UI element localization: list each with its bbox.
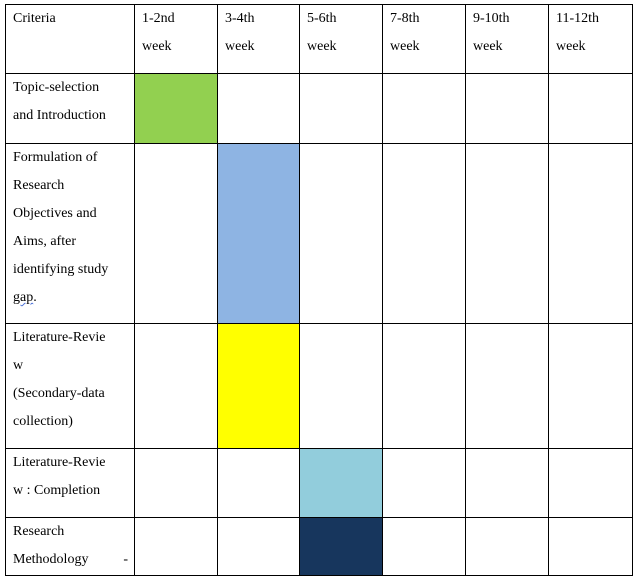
criteria-cell: Literature-Revie w (Secondary-data colle…: [5, 323, 135, 449]
active-week-cell: [217, 323, 300, 449]
criteria-line: identifying study: [13, 262, 109, 277]
week-header-3: 5-6th week: [299, 4, 383, 74]
week-cell: [217, 448, 300, 518]
task-row: Research Methodology -: [5, 517, 633, 576]
spellcheck-word: gap: [13, 290, 34, 305]
week-range: 5-6th: [307, 11, 337, 26]
active-week-cell: [299, 448, 383, 518]
criteria-line: and Introduction: [13, 108, 106, 123]
week-cell: [299, 323, 383, 449]
week-header-4: 7-8th week: [382, 4, 466, 74]
week-cell: [548, 517, 633, 576]
week-cell: [465, 517, 549, 576]
week-cell: [382, 517, 466, 576]
task-row: Literature-Revie w : Completion: [5, 448, 633, 518]
criteria-header-label: Criteria: [13, 11, 56, 26]
criteria-line: Aims, after: [13, 234, 76, 249]
week-cell: [465, 143, 549, 324]
week-cell: [382, 323, 466, 449]
criteria-line: Literature-Revie: [13, 330, 106, 345]
week-cell: [134, 323, 218, 449]
week-header-5: 9-10th week: [465, 4, 549, 74]
week-cell: [548, 143, 633, 324]
criteria-line: Objectives and: [13, 206, 97, 221]
week-header-6: 11-12th week: [548, 4, 633, 74]
week-cell: [382, 143, 466, 324]
task-row: Formulation of Research Objectives and A…: [5, 143, 633, 324]
week-header-2: 3-4th week: [217, 4, 300, 74]
criteria-line: w: [13, 358, 24, 373]
week-cell: [134, 143, 218, 324]
week-cell: [465, 323, 549, 449]
week-range: 9-10th: [473, 11, 510, 26]
criteria-cell: Topic-selection and Introduction: [5, 73, 135, 144]
week-cell: [299, 73, 383, 144]
header-row: Criteria 1-2nd week 3-4th week 5-6th week 7…: [5, 4, 633, 74]
task-row: Topic-selection and Introduction: [5, 73, 633, 144]
active-week-cell: [134, 73, 218, 144]
criteria-line: Methodology -: [13, 552, 128, 567]
week-unit: week: [390, 39, 420, 54]
criteria-line: (Secondary-data: [13, 386, 105, 401]
active-week-cell: [299, 517, 383, 576]
criteria-line: Literature-Revie: [13, 455, 106, 470]
criteria-header: Criteria: [5, 4, 135, 74]
criteria-line: collection): [13, 414, 73, 429]
week-unit: week: [142, 39, 172, 54]
criteria-line: Research: [13, 524, 65, 539]
active-week-cell: [217, 143, 300, 324]
week-cell: [465, 73, 549, 144]
week-cell: [548, 73, 633, 144]
criteria-cell: Literature-Revie w : Completion: [5, 448, 135, 518]
task-row: Literature-Revie w (Secondary-data colle…: [5, 323, 633, 449]
criteria-line: w : Completion: [13, 483, 101, 498]
week-cell: [382, 73, 466, 144]
week-range: 11-12th: [556, 11, 600, 26]
week-header-1: 1-2nd week: [134, 4, 218, 74]
week-unit: week: [473, 39, 503, 54]
criteria-cell: Research Methodology -: [5, 517, 135, 576]
criteria-line: Topic-selection: [13, 80, 100, 95]
criteria-line: Formulation of: [13, 150, 98, 165]
week-cell: [548, 448, 633, 518]
week-range: 1-2nd: [142, 11, 175, 26]
week-range: 3-4th: [225, 11, 255, 26]
week-cell: [299, 143, 383, 324]
criteria-punctuation: .: [33, 290, 37, 305]
week-cell: [217, 73, 300, 144]
week-cell: [134, 448, 218, 518]
week-cell: [382, 448, 466, 518]
week-cell: [465, 448, 549, 518]
week-cell: [134, 517, 218, 576]
criteria-cell: Formulation of Research Objectives and A…: [5, 143, 135, 324]
criteria-line: Research: [13, 178, 65, 193]
week-range: 7-8th: [390, 11, 420, 26]
week-unit: week: [307, 39, 337, 54]
schedule-table: Criteria 1-2nd week 3-4th week 5-6th week 7…: [5, 4, 633, 576]
week-unit: week: [225, 39, 255, 54]
week-cell: [548, 323, 633, 449]
week-unit: week: [556, 39, 586, 54]
week-cell: [217, 517, 300, 576]
